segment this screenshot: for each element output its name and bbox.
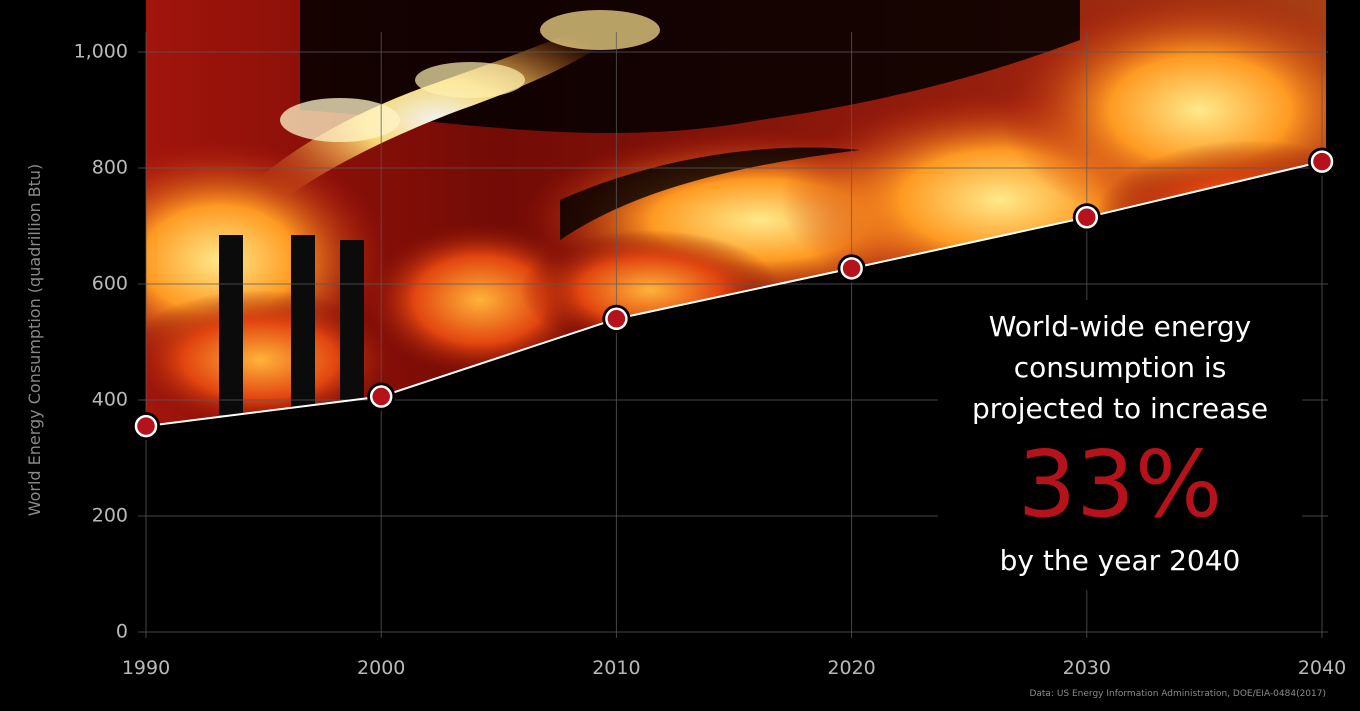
- data-point: [1310, 150, 1334, 173]
- y-tick-label: 200: [92, 505, 128, 527]
- y-tick-label: 800: [92, 157, 128, 179]
- source-note: Data: US Energy Information Administrati…: [1029, 689, 1326, 699]
- callout-line-1: World-wide energy: [989, 310, 1252, 343]
- data-point: [134, 414, 158, 438]
- callout-line-3: projected to increase: [972, 392, 1268, 425]
- x-tick-label: 2030: [1063, 657, 1111, 679]
- y-axis-ticks: 0 200 400 600 800 1,000: [74, 41, 128, 643]
- x-tick-label: 2020: [827, 657, 875, 679]
- data-point: [605, 307, 628, 331]
- x-tick-label: 2000: [357, 657, 405, 679]
- callout-footer: by the year 2040: [1000, 544, 1241, 577]
- x-tick-label: 1990: [122, 657, 170, 679]
- x-tick-label: 2010: [592, 657, 640, 679]
- y-tick-label: 400: [92, 389, 128, 411]
- callout-line-2: consumption is: [1014, 351, 1227, 384]
- data-point: [840, 257, 863, 280]
- data-point: [369, 385, 393, 408]
- x-axis-ticks: 1990 2000 2010 2020 2030 2040: [122, 657, 1346, 679]
- y-tick-label: 0: [116, 621, 128, 643]
- data-points: [132, 147, 1336, 441]
- data-point: [1075, 206, 1099, 229]
- series-line: [145, 160, 1323, 428]
- callout-percentage: 33%: [1018, 431, 1222, 538]
- callout-annotation: World-wide energy consumption is project…: [938, 300, 1302, 590]
- y-tick-label: 600: [92, 273, 128, 295]
- y-axis-label: World Energy Consumption (quadrillion Bt…: [25, 164, 44, 517]
- x-tick-label: 2040: [1298, 657, 1346, 679]
- y-tick-label: 1,000: [74, 41, 128, 63]
